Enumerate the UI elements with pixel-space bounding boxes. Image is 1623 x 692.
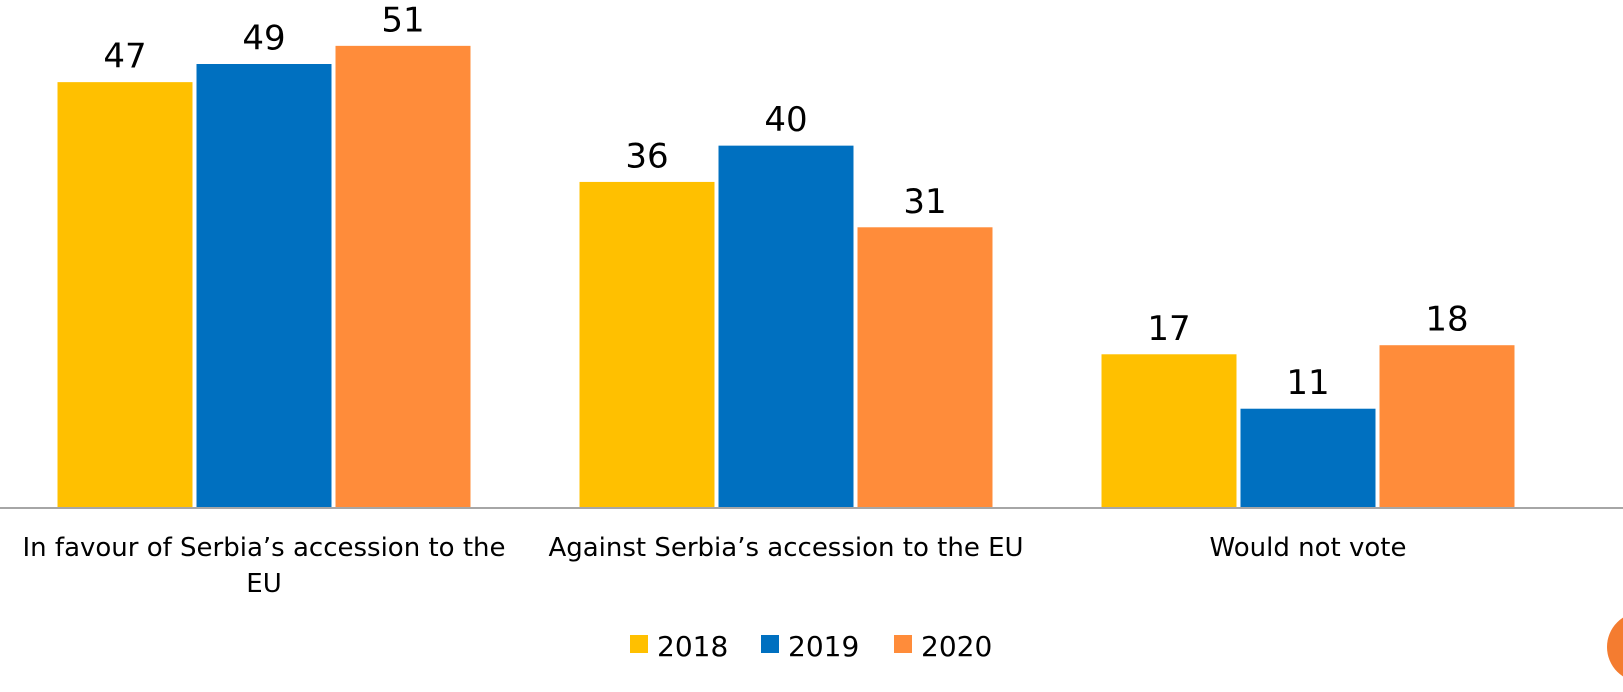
legend-label-2018: 2018: [657, 630, 728, 663]
bar-2020-cat-1: [334, 44, 472, 509]
category-label-3: Would not vote: [1210, 533, 1407, 563]
bar-2018-cat-1: [56, 81, 194, 509]
category-labels-layer: In favour of Serbia’s accession to the EU…: [23, 533, 1407, 599]
legend-label-2020: 2020: [921, 630, 992, 663]
bar-2018-cat-3: [1100, 353, 1238, 509]
legend-swatch-2018: [630, 635, 648, 653]
legend-swatch-2020: [894, 635, 912, 653]
category-label-1: In favour of Serbia’s accession to the EU: [23, 533, 506, 599]
bar-2019-cat-2: [717, 144, 855, 509]
category-label-2: Against Serbia’s accession to the EU: [548, 533, 1023, 563]
bar-2019-cat-1: [195, 63, 333, 509]
bar-2018-cat-2: [578, 180, 716, 509]
value-label-2020-cat-2: 31: [903, 182, 946, 222]
value-label-2018-cat-1: 47: [103, 37, 146, 77]
value-label-2020-cat-1: 51: [381, 0, 424, 40]
value-label-2020-cat-3: 18: [1425, 300, 1468, 340]
value-label-2018-cat-3: 17: [1147, 309, 1190, 349]
page-number-badge: [1607, 612, 1623, 682]
legend: 2018 2019 2020: [630, 630, 992, 663]
bars-layer: [56, 44, 1516, 509]
value-label-2019-cat-2: 40: [764, 100, 807, 140]
bar-2020-cat-3: [1378, 344, 1516, 509]
bar-2019-cat-3: [1239, 407, 1377, 509]
legend-label-2019: 2019: [788, 630, 859, 663]
value-label-2019-cat-3: 11: [1286, 363, 1329, 403]
value-labels-layer: 47 49 51 36 40 31 17 11 18: [103, 0, 1468, 403]
value-label-2018-cat-2: 36: [625, 136, 668, 176]
legend-swatch-2019: [761, 635, 779, 653]
value-label-2019-cat-1: 49: [242, 19, 285, 59]
bar-2020-cat-2: [856, 226, 994, 509]
